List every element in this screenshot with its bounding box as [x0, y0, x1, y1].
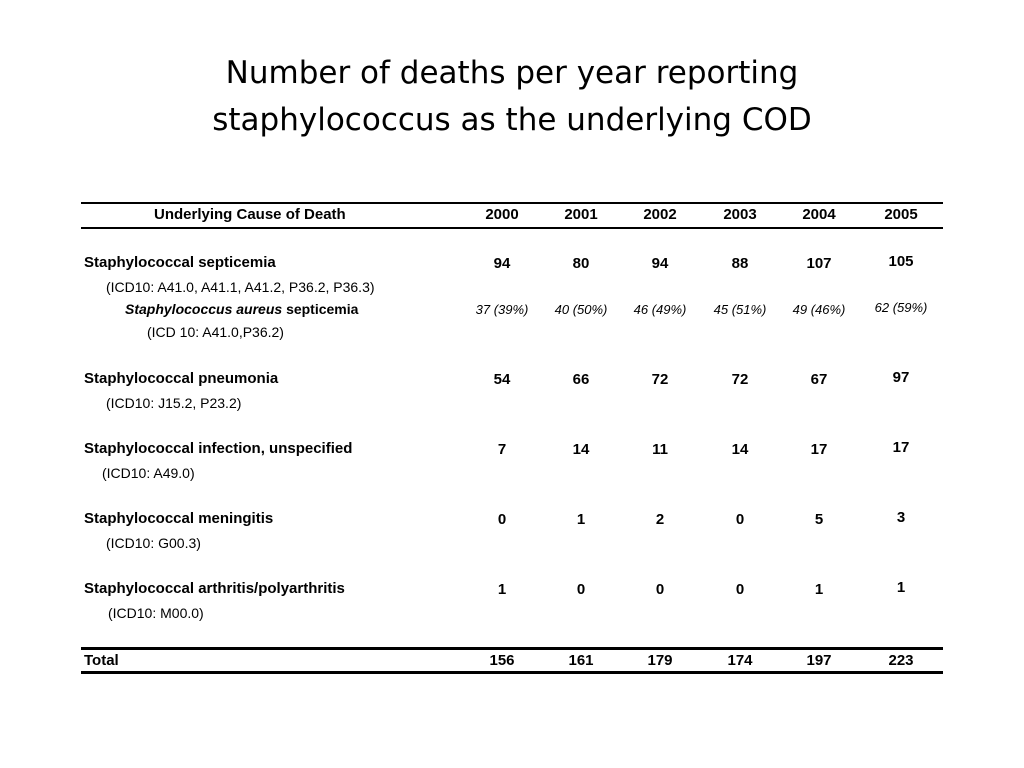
header-year-2004: 2004	[802, 206, 836, 223]
row-unspecified-2000: 7	[497, 441, 507, 458]
subrow-aureus-name: Staphylococcus aureus septicemia	[125, 300, 358, 318]
row-meningitis-2000: 0	[497, 511, 507, 528]
row-septicemia-2004: 107	[806, 255, 832, 272]
table-top-rule	[81, 202, 943, 204]
row-meningitis-2004: 5	[814, 511, 824, 528]
row-arthritis-2004: 1	[814, 581, 824, 598]
row-unspecified-name: Staphylococcal infection, unspecified	[84, 440, 353, 457]
row-meningitis-name: Staphylococcal meningitis	[84, 510, 274, 527]
subrow-aureus-2000: 37 (39%)	[475, 302, 529, 317]
total-2000: 156	[489, 652, 515, 669]
row-septicemia-2000: 94	[493, 255, 511, 272]
subrow-aureus-2005: 62 (59%)	[874, 300, 928, 315]
table-bottom-rule	[81, 671, 943, 674]
row-pneumonia-2003: 72	[731, 371, 749, 388]
subrow-aureus-code: (ICD 10: A41.0,P36.2)	[147, 324, 284, 340]
row-arthritis-2001: 0	[576, 581, 586, 598]
total-2005: 223	[888, 652, 914, 669]
total-2001: 161	[568, 652, 594, 669]
row-septicemia-2002: 94	[651, 255, 669, 272]
row-septicemia-2005: 105	[888, 253, 914, 270]
row-pneumonia-2001: 66	[572, 371, 590, 388]
subrow-aureus-rest: septicemia	[286, 301, 359, 317]
row-unspecified-2004: 17	[810, 441, 828, 458]
header-year-2000: 2000	[485, 206, 519, 223]
row-pneumonia-2004: 67	[810, 371, 828, 388]
header-year-2002: 2002	[643, 206, 677, 223]
row-meningitis-code: (ICD10: G00.3)	[106, 535, 201, 551]
subrow-aureus-italic: Staphylococcus aureus	[125, 301, 283, 317]
header-year-2003: 2003	[723, 206, 757, 223]
row-arthritis-2003: 0	[735, 581, 745, 598]
total-2004: 197	[806, 652, 832, 669]
table-header-rule	[81, 227, 943, 229]
total-2002: 179	[647, 652, 673, 669]
row-arthritis-2000: 1	[497, 581, 507, 598]
header-cause: Underlying Cause of Death	[154, 206, 346, 223]
row-meningitis-2003: 0	[735, 511, 745, 528]
header-year-2001: 2001	[564, 206, 598, 223]
row-pneumonia-2000: 54	[493, 371, 511, 388]
row-meningitis-2005: 3	[896, 509, 906, 526]
row-meningitis-2001: 1	[576, 511, 586, 528]
row-unspecified-2005: 17	[892, 439, 910, 456]
row-meningitis-2002: 2	[655, 511, 665, 528]
row-septicemia-code: (ICD10: A41.0, A41.1, A41.2, P36.2, P36.…	[106, 279, 375, 295]
row-septicemia-2003: 88	[731, 255, 749, 272]
subrow-aureus-2002: 46 (49%)	[633, 302, 687, 317]
subrow-aureus-2001: 40 (50%)	[554, 302, 608, 317]
row-arthritis-2002: 0	[655, 581, 665, 598]
row-unspecified-2002: 11	[652, 441, 668, 458]
row-pneumonia-2005: 97	[892, 369, 910, 386]
row-pneumonia-code: (ICD10: J15.2, P23.2)	[106, 395, 242, 411]
subrow-aureus-2004: 49 (46%)	[792, 302, 846, 317]
total-label: Total	[84, 652, 119, 669]
row-arthritis-code: (ICD10: M00.0)	[108, 605, 204, 621]
page-title-line-1: Number of deaths per year reporting	[225, 55, 799, 91]
row-arthritis-2005: 1	[896, 579, 906, 596]
row-septicemia-name: Staphylococcal septicemia	[84, 254, 276, 271]
page-title-line-2: staphylococcus as the underlying COD	[212, 102, 812, 138]
row-arthritis-name: Staphylococcal arthritis/polyarthritis	[84, 580, 345, 597]
table-total-top-rule	[81, 647, 943, 650]
row-unspecified-2001: 14	[572, 441, 590, 458]
header-year-2005: 2005	[884, 206, 918, 223]
total-2003: 174	[727, 652, 753, 669]
row-unspecified-code: (ICD10: A49.0)	[102, 465, 195, 481]
row-pneumonia-name: Staphylococcal pneumonia	[84, 370, 279, 387]
row-septicemia-2001: 80	[572, 255, 590, 272]
subrow-aureus-2003: 45 (51%)	[713, 302, 767, 317]
row-pneumonia-2002: 72	[651, 371, 669, 388]
row-unspecified-2003: 14	[731, 441, 749, 458]
